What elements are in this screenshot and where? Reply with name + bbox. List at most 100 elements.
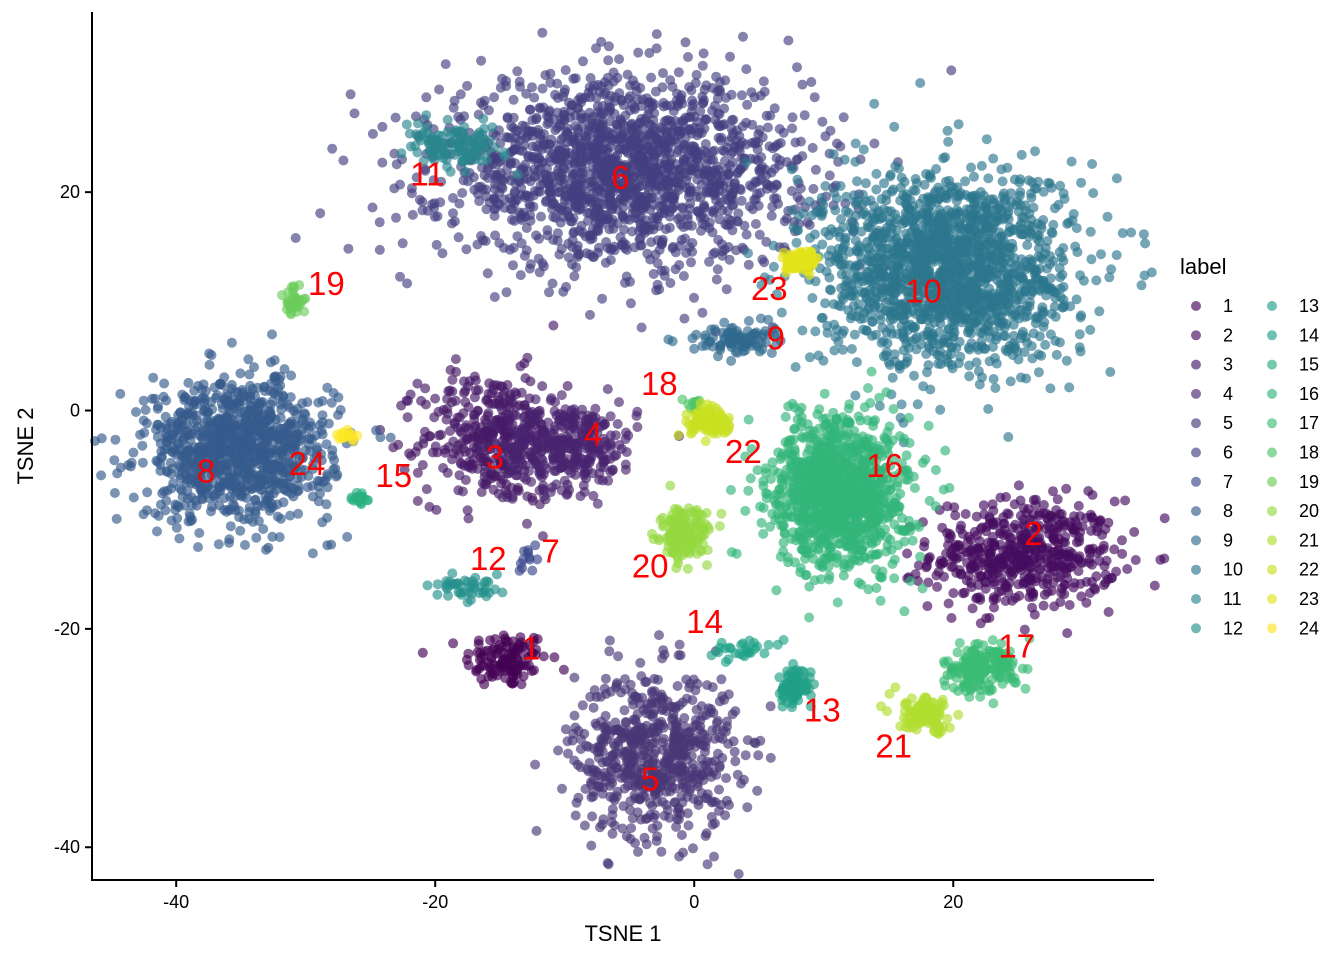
- scatter-point: [946, 65, 957, 76]
- scatter-point: [676, 771, 687, 782]
- scatter-point: [235, 407, 246, 418]
- scatter-point: [754, 165, 765, 175]
- scatter-point: [594, 242, 604, 253]
- scatter-point: [435, 197, 446, 208]
- scatter-point: [602, 440, 612, 451]
- scatter-point: [616, 727, 627, 738]
- scatter-point: [535, 103, 546, 114]
- scatter-point: [714, 784, 724, 795]
- scatter-point: [648, 115, 659, 126]
- scatter-point: [453, 232, 464, 243]
- scatter-point: [538, 480, 549, 491]
- scatter-point: [442, 467, 453, 478]
- scatter-point: [522, 518, 532, 529]
- scatter-point: [412, 467, 423, 478]
- scatter-point: [493, 644, 504, 655]
- scatter-point: [642, 248, 653, 259]
- cluster-points-1: [417, 630, 569, 690]
- scatter-point: [653, 211, 663, 222]
- scatter-point: [699, 729, 710, 740]
- scatter-point: [96, 470, 107, 481]
- scatter-point: [1048, 486, 1058, 497]
- scatter-point: [128, 447, 139, 458]
- scatter-point: [638, 226, 649, 236]
- scatter-point: [288, 491, 299, 502]
- scatter-point: [191, 415, 202, 426]
- scatter-point: [527, 565, 538, 576]
- scatter-point: [1085, 544, 1096, 555]
- scatter-point: [542, 434, 553, 445]
- scatter-point: [285, 420, 296, 431]
- scatter-point: [1048, 565, 1059, 576]
- scatter-point: [649, 139, 660, 150]
- scatter-point: [668, 241, 679, 252]
- scatter-point: [512, 194, 522, 205]
- scatter-point: [946, 613, 957, 623]
- scatter-point: [752, 785, 763, 796]
- scatter-point: [715, 342, 726, 353]
- scatter-point: [717, 733, 728, 744]
- scatter-point: [799, 110, 810, 121]
- scatter-point: [678, 115, 688, 126]
- scatter-point: [624, 750, 635, 761]
- scatter-point: [264, 484, 275, 495]
- scatter-point: [257, 452, 268, 463]
- scatter-point: [665, 278, 676, 288]
- scatter-point: [742, 99, 753, 110]
- scatter-point: [611, 119, 622, 130]
- scatter-point: [747, 204, 758, 215]
- scatter-point: [645, 709, 656, 720]
- scatter-point: [333, 392, 344, 403]
- scatter-point: [196, 393, 207, 404]
- scatter-point: [455, 426, 466, 437]
- scatter-point: [322, 512, 333, 523]
- scatter-point: [1046, 554, 1057, 565]
- scatter-point: [685, 125, 696, 135]
- scatter-point: [602, 126, 613, 137]
- scatter-point: [594, 218, 605, 229]
- scatter-point: [540, 70, 551, 81]
- scatter-point: [537, 381, 548, 392]
- scatter-point: [850, 156, 861, 167]
- scatter-point: [673, 177, 684, 188]
- scatter-point: [647, 686, 658, 697]
- scatter-point: [227, 442, 238, 453]
- scatter-point: [1072, 520, 1083, 531]
- scatter-point: [458, 408, 469, 419]
- scatter-point: [367, 128, 378, 139]
- scatter-point: [194, 528, 205, 538]
- scatter-point: [935, 555, 946, 566]
- scatter-point: [736, 195, 747, 206]
- scatter-point: [487, 419, 498, 429]
- scatter-point: [611, 679, 622, 690]
- scatter-point: [750, 176, 761, 187]
- scatter-point: [137, 440, 148, 451]
- scatter-point: [96, 433, 107, 444]
- scatter-point: [636, 814, 646, 825]
- scatter-point: [769, 163, 780, 174]
- scatter-point: [572, 759, 583, 770]
- scatter-point: [716, 799, 727, 810]
- scatter-point: [693, 153, 704, 164]
- scatter-point: [695, 192, 706, 203]
- scatter-point: [549, 652, 560, 663]
- scatter-point: [534, 233, 544, 244]
- scatter-point: [646, 237, 657, 248]
- scatter-point: [284, 430, 295, 441]
- cluster-points-7: [514, 540, 543, 576]
- scatter-point: [1019, 521, 1030, 532]
- scatter-point: [1074, 551, 1085, 562]
- scatter-point: [686, 750, 697, 761]
- scatter-point: [743, 259, 754, 270]
- scatter-point: [528, 154, 539, 165]
- scatter-point: [563, 252, 574, 263]
- scatter-point: [187, 428, 198, 439]
- scatter-point: [225, 505, 235, 516]
- scatter-point: [530, 394, 541, 405]
- scatter-point: [371, 425, 382, 436]
- scatter-point: [459, 376, 469, 387]
- scatter-point: [588, 702, 599, 713]
- scatter-point: [636, 322, 647, 333]
- scatter-point: [416, 395, 427, 406]
